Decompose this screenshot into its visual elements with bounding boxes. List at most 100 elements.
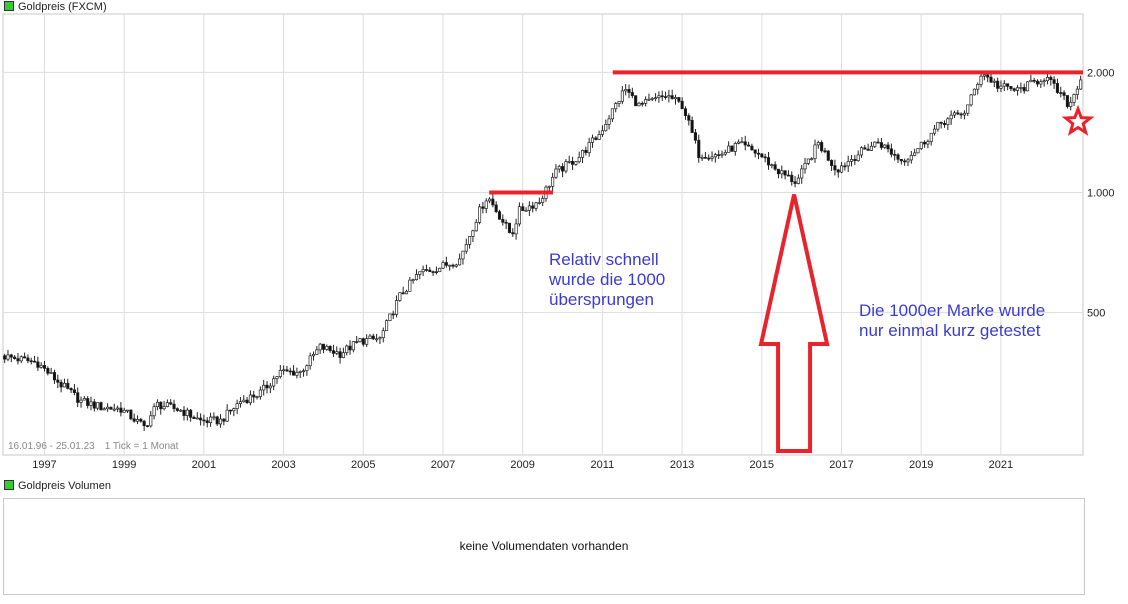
candle-body bbox=[517, 206, 521, 225]
candle-body bbox=[972, 88, 976, 96]
candle-body bbox=[590, 137, 595, 143]
candle-body bbox=[913, 152, 917, 156]
candle-body bbox=[869, 145, 874, 151]
candle-body bbox=[408, 279, 412, 292]
candle-body bbox=[903, 160, 907, 163]
candle-body bbox=[577, 156, 581, 163]
candle-body bbox=[753, 149, 757, 154]
candle-body bbox=[155, 401, 159, 408]
candle-body bbox=[272, 378, 276, 387]
candle-body bbox=[647, 98, 651, 101]
candle-body bbox=[242, 399, 246, 403]
candle-body bbox=[660, 95, 664, 98]
candle-body bbox=[348, 345, 352, 351]
candle-body bbox=[172, 403, 176, 409]
x-tick-label: 2007 bbox=[431, 459, 455, 471]
candle-body bbox=[401, 292, 405, 295]
candle-body bbox=[179, 409, 183, 412]
candle-body bbox=[315, 349, 319, 355]
candle-body bbox=[175, 408, 179, 411]
candle-body bbox=[278, 370, 282, 377]
candle-body bbox=[1025, 81, 1030, 92]
candle-body bbox=[232, 408, 236, 412]
candle-body bbox=[1006, 83, 1010, 87]
candle-body bbox=[1062, 92, 1066, 96]
candle-body bbox=[371, 335, 375, 340]
candle-body bbox=[464, 244, 468, 252]
candle-body bbox=[942, 122, 947, 125]
candle-body bbox=[385, 320, 389, 332]
candle-body bbox=[962, 112, 966, 116]
candle-body bbox=[926, 141, 930, 145]
candle-body bbox=[866, 148, 870, 151]
candle-body bbox=[713, 154, 717, 158]
candle-body bbox=[650, 97, 654, 100]
candle-body bbox=[152, 406, 156, 417]
candle-body bbox=[142, 420, 146, 427]
candle-body bbox=[823, 150, 827, 153]
candle-body bbox=[351, 341, 355, 351]
candle-body bbox=[215, 416, 219, 425]
candle-body bbox=[617, 101, 621, 104]
candle-body bbox=[345, 345, 349, 354]
tick-interval: 1 Tick = 1 Monat bbox=[105, 441, 179, 452]
candle-body bbox=[481, 206, 485, 209]
candle-body bbox=[986, 74, 990, 78]
axes: 1997 1999 2001 2003 2005 2007 2009 2011 2013 2015… bbox=[8, 67, 1115, 471]
candle-body bbox=[766, 157, 771, 166]
candle-body bbox=[1079, 79, 1083, 90]
x-tick-label: 2011 bbox=[591, 459, 615, 471]
candle-body bbox=[909, 155, 913, 161]
annotation-note-line: Die 1000er Marke wurde bbox=[859, 301, 1045, 320]
candle-body bbox=[255, 396, 259, 398]
candle-body bbox=[693, 132, 697, 141]
candle-body bbox=[1045, 76, 1050, 82]
candle-body bbox=[162, 406, 166, 410]
candle-body bbox=[102, 408, 106, 411]
candle-body bbox=[637, 102, 641, 107]
candle-body bbox=[169, 402, 173, 405]
candle-body bbox=[99, 402, 103, 411]
candle-body bbox=[381, 330, 385, 339]
candle-body bbox=[547, 185, 551, 188]
candle-body bbox=[454, 264, 458, 267]
candle-body bbox=[720, 153, 724, 156]
candle-body bbox=[820, 142, 824, 152]
candle-body bbox=[780, 170, 784, 175]
candle-body bbox=[886, 144, 890, 150]
candle-body bbox=[853, 159, 857, 161]
x-tick-label: 2001 bbox=[192, 459, 216, 471]
candle-body bbox=[285, 369, 289, 372]
candle-body bbox=[743, 141, 747, 146]
candle-body bbox=[325, 345, 329, 350]
candle-body bbox=[1072, 94, 1076, 103]
candle-body bbox=[541, 198, 545, 203]
candle-body bbox=[783, 170, 787, 176]
candle-body bbox=[66, 382, 70, 389]
candle-body bbox=[497, 211, 502, 220]
candle-body bbox=[262, 384, 266, 391]
candle-body bbox=[966, 104, 970, 114]
grid bbox=[2, 13, 1084, 456]
up-arrow bbox=[758, 194, 830, 453]
candle-body bbox=[996, 80, 1000, 89]
candle-body bbox=[756, 152, 761, 155]
candle-body bbox=[275, 376, 279, 380]
candle-body bbox=[434, 271, 438, 274]
candle-body bbox=[856, 154, 860, 161]
candle-body bbox=[484, 200, 488, 209]
candle-body bbox=[594, 137, 598, 140]
candle-body bbox=[587, 142, 591, 153]
candle-body bbox=[561, 166, 565, 172]
candle-body bbox=[571, 161, 575, 165]
x-tick-label: 2015 bbox=[750, 459, 774, 471]
candle-body bbox=[863, 147, 867, 150]
candle-body bbox=[584, 149, 588, 153]
candle-body bbox=[999, 85, 1003, 89]
candle-body bbox=[600, 130, 604, 135]
candle-body bbox=[365, 338, 369, 345]
candle-body bbox=[69, 388, 73, 391]
candle-body bbox=[1002, 83, 1006, 87]
candle-body bbox=[952, 112, 957, 116]
candle-body bbox=[49, 372, 53, 374]
